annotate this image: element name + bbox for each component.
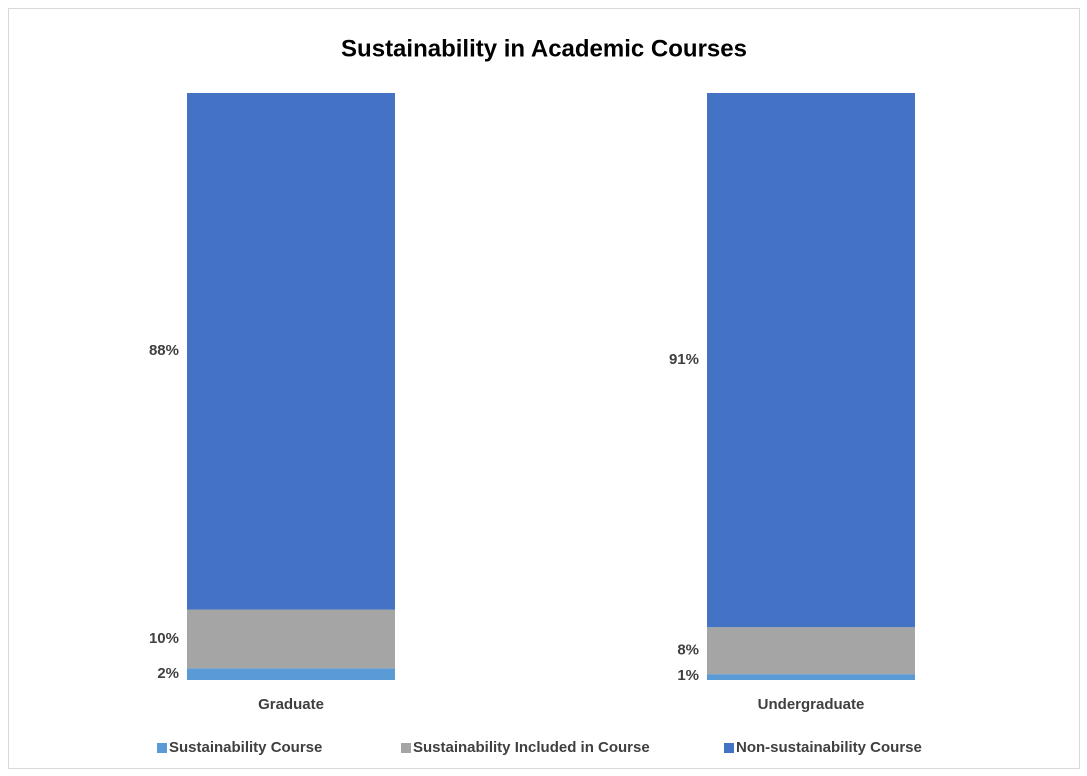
bar-segment (187, 668, 395, 680)
bar-segment (707, 674, 915, 680)
bar-segment (707, 627, 915, 675)
legend-marker (157, 743, 167, 753)
x-tick-label: Undergraduate (758, 696, 865, 713)
legend-marker (724, 743, 734, 753)
data-label: 91% (669, 351, 699, 368)
data-label: 2% (157, 665, 179, 682)
data-label: 8% (677, 642, 699, 659)
chart-border (8, 8, 1080, 769)
x-tick-label: Graduate (258, 696, 324, 713)
legend-label: Non-sustainability Course (736, 739, 922, 756)
data-label: 10% (149, 630, 179, 647)
bar-segment (187, 609, 395, 669)
legend-marker (401, 743, 411, 753)
chart-title: Sustainability in Academic Courses (341, 35, 747, 62)
legend-label: Sustainability Included in Course (413, 739, 650, 756)
data-label: 88% (149, 342, 179, 359)
bar-segment (187, 93, 395, 610)
data-label: 1% (677, 667, 699, 684)
legend-label: Sustainability Course (169, 739, 322, 756)
bar-segment (707, 93, 915, 628)
